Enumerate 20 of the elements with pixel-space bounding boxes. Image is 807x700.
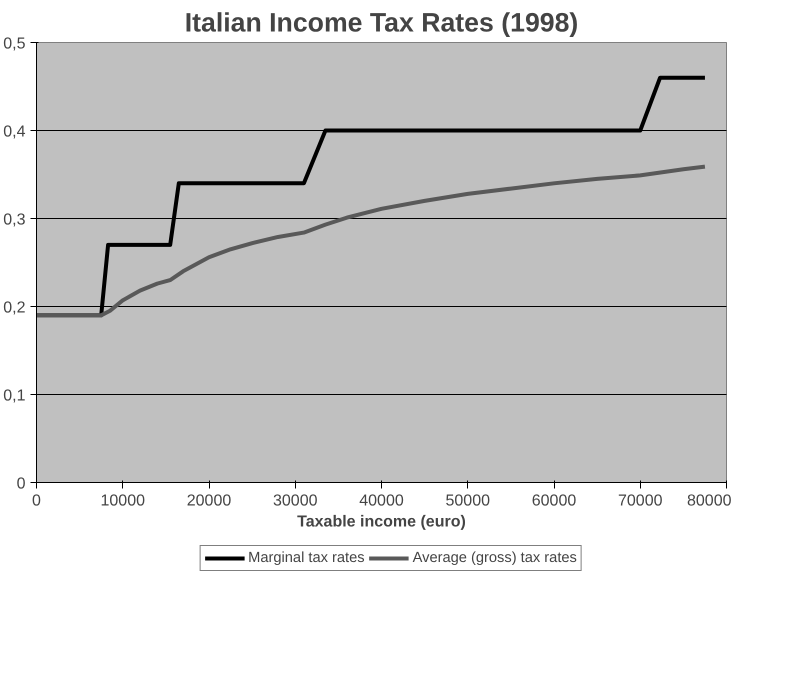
x-tick-label: 40000 xyxy=(359,492,404,510)
x-tick-label: 50000 xyxy=(446,492,490,510)
x-tick-label: 80000 xyxy=(687,492,732,510)
x-tick-label: 0 xyxy=(32,492,42,510)
legend-label: Average (gross) tax rates xyxy=(412,550,577,566)
y-tick-label: 0 xyxy=(16,476,26,492)
x-tick-label: 70000 xyxy=(618,492,663,510)
chart-title: Italian Income Tax Rates (1998) xyxy=(184,8,578,38)
x-tick-label: 10000 xyxy=(100,492,146,510)
x-tick-label: 30000 xyxy=(273,492,318,510)
y-tick-label: 0,4 xyxy=(3,124,26,140)
y-tick-label: 0,2 xyxy=(3,300,26,316)
y-tick-label: 0,5 xyxy=(3,36,26,52)
x-axis-title: Taxable income (euro) xyxy=(297,514,466,530)
y-tick-label: 0,1 xyxy=(3,388,26,404)
y-tick-label: 0,3 xyxy=(3,212,26,228)
x-tick-label: 20000 xyxy=(186,492,232,510)
legend-label: Marginal tax rates xyxy=(248,550,365,566)
line-series xyxy=(36,164,707,318)
x-tick-label: 60000 xyxy=(532,492,576,510)
